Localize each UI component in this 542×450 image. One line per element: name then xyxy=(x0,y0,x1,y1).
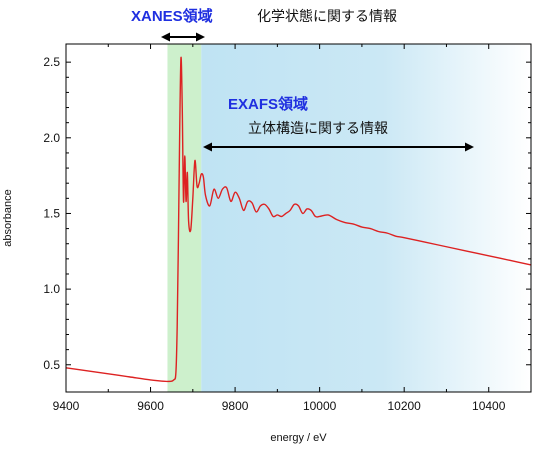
xanes-region-title: XANES領域 xyxy=(131,7,213,25)
exafs-range-arrow xyxy=(203,142,474,152)
exafs-region-description: 立体構造に関する情報 xyxy=(248,121,388,137)
y-tick-label: 2.5 xyxy=(43,55,60,69)
xanes-region-description: 化学状態に関する情報 xyxy=(257,9,397,25)
x-tick-label: 10200 xyxy=(387,399,421,413)
xanes-region-shading xyxy=(167,44,202,392)
xanes-range-arrow xyxy=(161,32,205,42)
x-axis-ticks: 9400 9600 9800 10000 10200 10400 xyxy=(53,44,506,413)
y-tick-label: 2.0 xyxy=(43,131,60,145)
y-tick-label: 0.5 xyxy=(43,358,60,372)
exafs-region-title: EXAFS領域 xyxy=(228,95,308,113)
y-tick-label: 1.5 xyxy=(43,206,60,220)
x-axis-title: energy / eV xyxy=(270,432,327,444)
y-axis-title: absorbance xyxy=(2,189,14,247)
x-tick-label: 9600 xyxy=(137,399,164,413)
exafs-region-shading xyxy=(201,44,532,392)
x-tick-label: 10000 xyxy=(303,399,337,413)
x-tick-label: 9400 xyxy=(53,399,80,413)
plot-frame xyxy=(65,43,532,393)
x-tick-label: 10400 xyxy=(472,399,506,413)
x-tick-label: 9800 xyxy=(222,399,249,413)
y-axis-ticks: 0.5 1.0 1.5 2.0 2.5 xyxy=(43,55,531,372)
y-tick-label: 1.0 xyxy=(43,282,60,296)
absorbance-series-line xyxy=(65,56,532,383)
